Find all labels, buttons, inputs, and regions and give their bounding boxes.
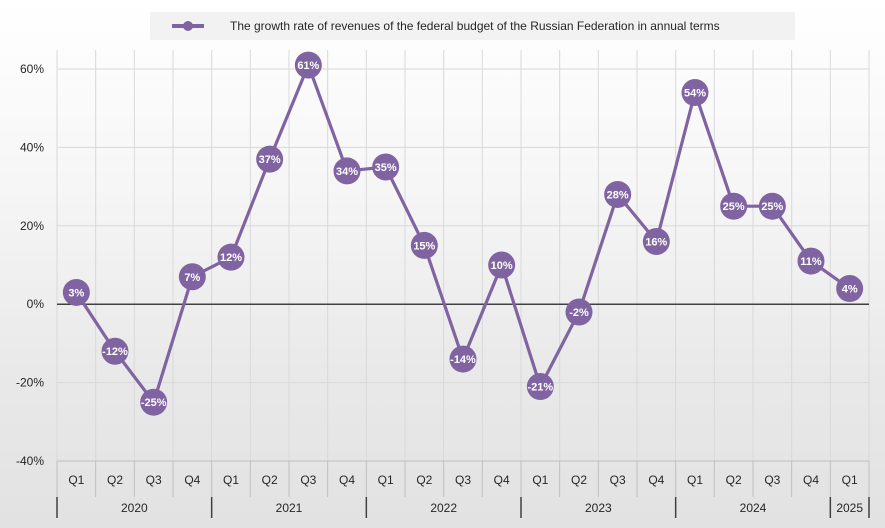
data-point: [410, 231, 438, 259]
legend-label: The growth rate of revenues of the feder…: [230, 19, 720, 33]
quarter-label: Q4: [339, 473, 355, 487]
year-label: 2023: [585, 501, 612, 515]
data-label: 12%: [220, 252, 242, 264]
axis-layer: -40% -20% 0% 20% 40% 60% Q1 Q2 Q3 Q4 Q1 Q2 Q3 Q4 Q1 Q2 Q…: [16, 62, 870, 518]
quarter-label: Q1: [378, 473, 394, 487]
data-label: 16%: [645, 236, 667, 248]
data-point: [642, 227, 670, 255]
data-label: 15%: [413, 240, 435, 252]
quarter-label: Q2: [262, 473, 278, 487]
data-label: 4%: [842, 284, 858, 296]
data-point: [294, 51, 322, 79]
y-tick-label: 40%: [20, 140, 44, 154]
data-label: 3%: [68, 287, 84, 299]
year-label: 2020: [121, 501, 148, 515]
data-point: [62, 278, 90, 306]
quarter-label: Q4: [184, 473, 200, 487]
data-label: -2%: [569, 307, 589, 319]
quarter-label: Q3: [146, 473, 162, 487]
data-label: 25%: [723, 201, 745, 213]
year-label: 2024: [740, 501, 767, 515]
data-point: [758, 192, 786, 220]
quarter-label: Q3: [764, 473, 780, 487]
data-point: [836, 275, 864, 303]
quarter-label: Q1: [68, 473, 84, 487]
series-layer: [62, 51, 864, 416]
quarter-label: Q2: [571, 473, 587, 487]
data-label: 54%: [684, 88, 706, 100]
year-label: 2021: [276, 501, 303, 515]
quarter-label: Q2: [726, 473, 742, 487]
data-label: -25%: [141, 397, 167, 409]
year-label: 2022: [430, 501, 457, 515]
data-label: 37%: [259, 154, 281, 166]
quarter-label: Q4: [648, 473, 664, 487]
grid-layer: [56, 50, 870, 462]
quarter-label: Q1: [687, 473, 703, 487]
quarter-label: Q1: [532, 473, 548, 487]
quarter-label: Q2: [107, 473, 123, 487]
data-label: -14%: [450, 354, 476, 366]
data-label: 35%: [375, 162, 397, 174]
quarter-label: Q3: [300, 473, 316, 487]
data-point: [178, 263, 206, 291]
data-point: [101, 337, 129, 365]
y-tick-label: 20%: [20, 219, 44, 233]
data-point: [720, 192, 748, 220]
data-label: 7%: [184, 272, 200, 284]
data-label: 28%: [607, 189, 629, 201]
y-tick-label: 60%: [20, 62, 44, 76]
quarter-label: Q3: [610, 473, 626, 487]
data-point: [256, 145, 284, 173]
data-point: [604, 180, 632, 208]
data-point: [449, 345, 477, 373]
y-tick-label: -40%: [16, 454, 44, 468]
data-point: [565, 298, 593, 326]
data-label: 10%: [491, 260, 513, 272]
data-point: [488, 251, 516, 279]
data-label: -21%: [527, 382, 553, 394]
quarter-label: Q1: [842, 473, 858, 487]
data-label: 25%: [761, 201, 783, 213]
data-label: 11%: [800, 256, 822, 268]
data-point: [526, 373, 554, 401]
quarter-label: Q3: [455, 473, 471, 487]
y-tick-label: 0%: [27, 297, 45, 311]
data-point: [333, 157, 361, 185]
data-point: [797, 247, 825, 275]
data-point: [140, 388, 168, 416]
label-layer: 3% -12% -25% 7% 12% 37% 61% 34% 35% 15% -14% 10% -21…: [68, 60, 857, 409]
data-label: 61%: [297, 60, 319, 72]
data-label: -12%: [102, 346, 128, 358]
quarter-label: Q4: [803, 473, 819, 487]
quarter-label: Q1: [223, 473, 239, 487]
legend-marker-icon: [172, 21, 204, 31]
year-label: 2025: [836, 501, 863, 515]
quarter-label: Q4: [494, 473, 510, 487]
data-label: 34%: [336, 166, 358, 178]
data-point: [681, 79, 709, 107]
quarter-label: Q2: [416, 473, 432, 487]
data-point: [217, 243, 245, 271]
data-point: [372, 153, 400, 181]
y-tick-label: -20%: [16, 376, 44, 390]
chart-legend: The growth rate of revenues of the feder…: [150, 12, 795, 40]
